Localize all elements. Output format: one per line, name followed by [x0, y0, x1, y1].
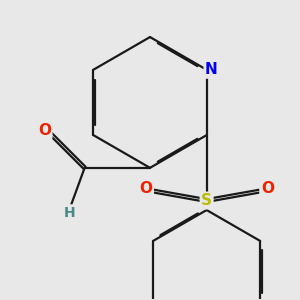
Text: O: O [140, 181, 152, 196]
Text: N: N [205, 62, 218, 77]
Text: O: O [261, 181, 274, 196]
Text: H: H [63, 206, 75, 220]
Text: S: S [201, 193, 212, 208]
Text: O: O [38, 123, 51, 138]
